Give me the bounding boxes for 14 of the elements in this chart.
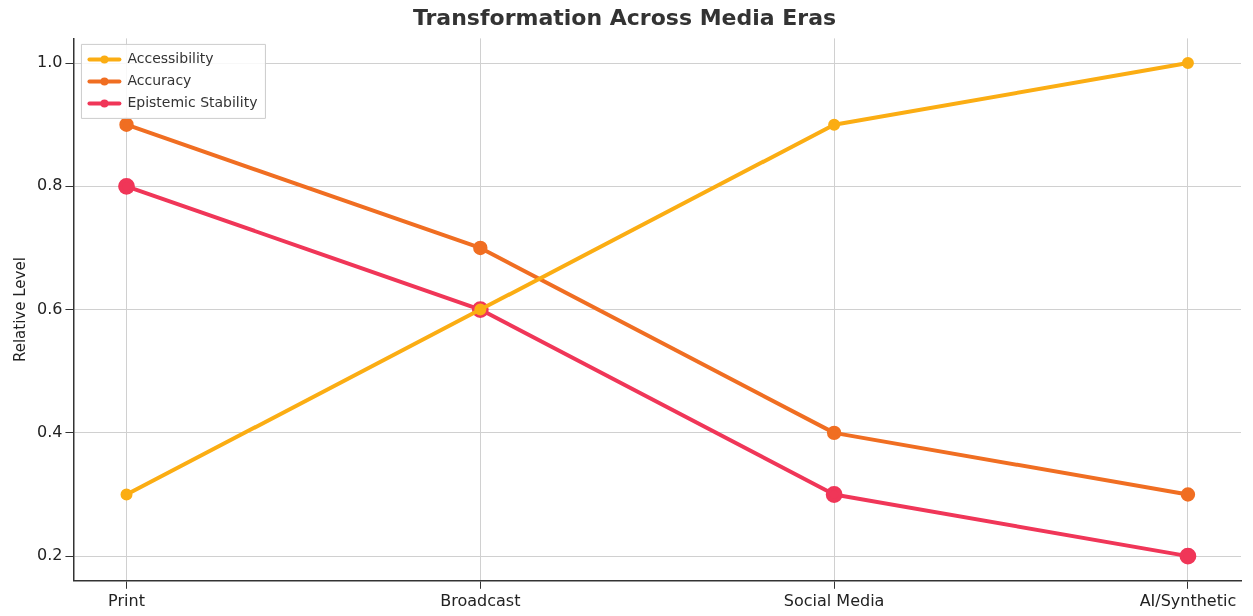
y-tick-label: 0.8: [36, 175, 63, 195]
y-tick-label: 0.2: [36, 545, 63, 565]
x-tick-label: AI/Synthetic: [1139, 590, 1237, 610]
x-tick-label: Broadcast: [440, 590, 521, 610]
legend-label: Accessibility: [127, 50, 214, 67]
y-axis-title: Relative Level: [10, 257, 29, 363]
chart-title: Transformation Across Media Eras: [412, 4, 837, 30]
y-tick-label: 1.0: [36, 52, 63, 72]
x-tick-label: Print: [108, 590, 145, 610]
legend-label: Accuracy: [127, 72, 192, 89]
legend-label: Epistemic Stability: [127, 94, 258, 111]
y-tick-label: 0.4: [36, 422, 63, 442]
x-tick-label: Social Media: [783, 590, 885, 610]
y-tick-label: 0.6: [36, 298, 63, 318]
